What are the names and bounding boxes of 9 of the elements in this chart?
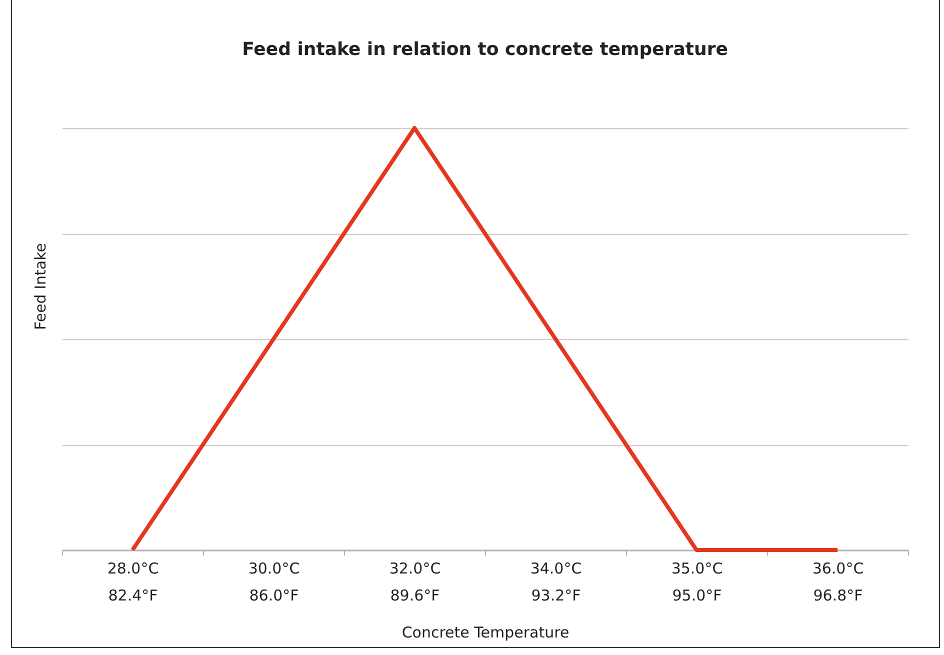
x-tick-label: 28.0°C 82.4°F	[107, 560, 159, 604]
x-axis-title: Concrete Temperature	[402, 624, 570, 642]
y-axis-title: Feed Intake	[32, 243, 50, 330]
x-tick-label: 30.0°C 86.0°F	[248, 560, 300, 604]
chart-title: Feed intake in relation to concrete temperature	[242, 39, 728, 60]
x-tick-label: 34.0°C 93.2°F	[530, 560, 582, 604]
x-tick-label: 32.0°C 89.6°F	[389, 560, 441, 604]
x-tick-label: 35.0°C 95.0°F	[671, 560, 723, 604]
x-tick-label: 36.0°C 96.8°F	[812, 560, 864, 604]
